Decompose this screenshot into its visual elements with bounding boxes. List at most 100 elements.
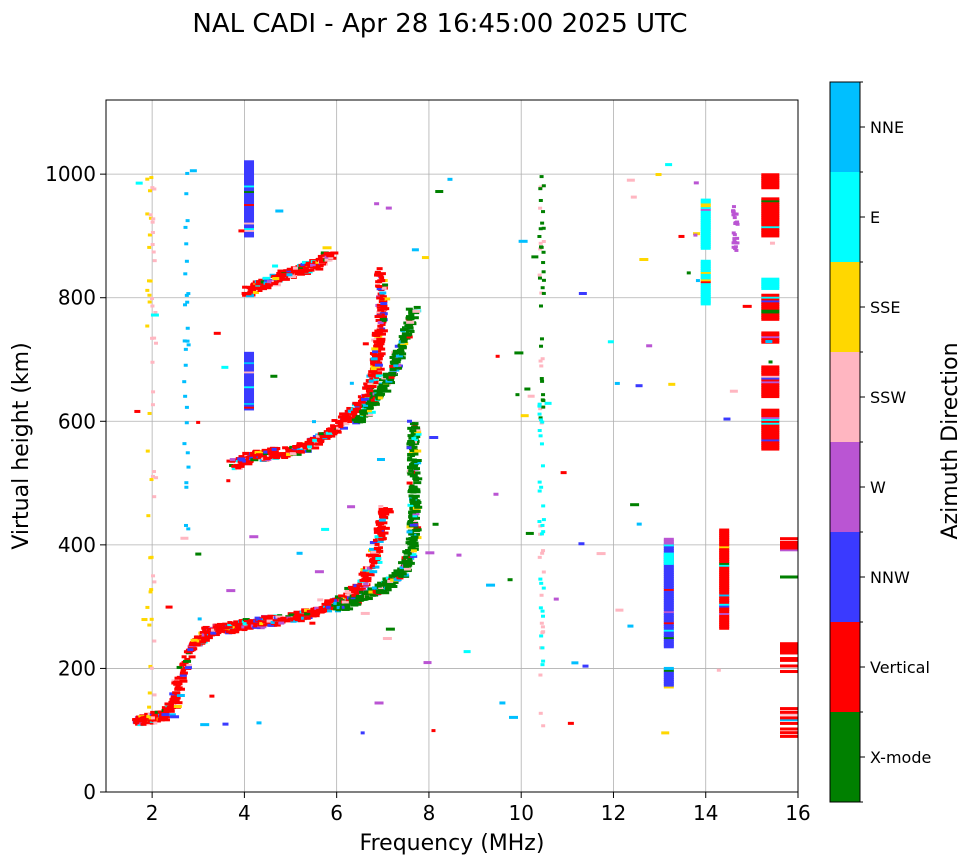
- column-mark: [663, 602, 674, 606]
- column-mark: [719, 606, 730, 610]
- echo-mark: [249, 535, 259, 539]
- column-mark: [663, 681, 674, 685]
- echo-mark: [408, 513, 416, 517]
- echo-mark: [732, 237, 737, 241]
- echo-mark: [541, 278, 546, 282]
- y-tick-label: 800: [58, 286, 96, 310]
- echo-mark: [538, 606, 543, 610]
- echo-mark: [181, 655, 187, 659]
- echo-mark: [262, 452, 270, 456]
- echo-mark: [404, 335, 413, 339]
- echo-mark: [360, 595, 366, 599]
- echo-mark: [387, 378, 394, 382]
- echo-mark: [531, 255, 539, 259]
- echo-mark: [157, 710, 163, 714]
- echo-mark: [301, 260, 309, 264]
- echo-mark: [242, 285, 248, 289]
- echo-mark: [388, 375, 395, 379]
- column-mark: [663, 547, 674, 551]
- column-mark: [700, 269, 711, 273]
- echo-mark: [184, 657, 191, 661]
- echo-mark: [410, 432, 416, 436]
- column-mark: [700, 202, 711, 206]
- echo-mark: [366, 406, 374, 410]
- echo-mark: [410, 553, 417, 557]
- echo-mark: [376, 267, 383, 271]
- echo-mark: [379, 329, 388, 333]
- echo-mark: [375, 357, 383, 361]
- column-mark: [700, 270, 711, 274]
- colorbar-frame: [829, 81, 861, 803]
- echo-mark: [538, 247, 543, 251]
- echo-mark: [371, 385, 377, 389]
- echo-mark: [272, 618, 280, 622]
- column-mark: [244, 188, 255, 192]
- column-mark: [663, 628, 674, 632]
- column-mark: [761, 314, 780, 318]
- echo-mark: [188, 655, 196, 659]
- echo-mark: [277, 269, 286, 273]
- column-mark: [700, 302, 711, 306]
- column-mark: [663, 573, 674, 577]
- echo-mark: [379, 513, 387, 517]
- echo-mark: [195, 552, 202, 556]
- column-mark: [663, 589, 674, 593]
- echo-mark: [377, 385, 384, 389]
- echo-mark: [158, 715, 167, 719]
- echo-mark: [385, 627, 395, 631]
- echo-mark: [298, 450, 305, 454]
- echo-mark: [366, 413, 374, 417]
- column-mark: [663, 537, 674, 541]
- column-mark: [761, 447, 780, 451]
- echo-mark: [630, 503, 640, 507]
- column-mark: [761, 425, 780, 429]
- echo-mark: [150, 716, 155, 720]
- echo-mark: [400, 339, 408, 343]
- colorbar-tick-label: W: [870, 478, 886, 497]
- echo-mark: [147, 233, 152, 237]
- column-mark: [700, 228, 711, 232]
- echo-mark: [150, 304, 155, 308]
- echo-mark: [538, 416, 543, 420]
- azimuth-colorbar: X-mode Vertical NNW W SSW SSE E NNE: [829, 81, 931, 803]
- echo-mark: [331, 419, 338, 423]
- echo-mark: [319, 605, 325, 609]
- echo-mark: [333, 601, 340, 605]
- column-mark: [700, 237, 711, 241]
- echo-mark: [357, 598, 364, 602]
- echo-mark: [388, 371, 397, 375]
- echo-mark: [236, 623, 243, 627]
- echo-mark: [410, 485, 418, 489]
- column-mark: [761, 408, 780, 412]
- column-mark: [719, 621, 730, 625]
- echo-mark: [184, 242, 189, 246]
- echo-mark: [149, 555, 154, 559]
- echo-mark: [238, 621, 245, 625]
- echo-mark: [292, 269, 301, 273]
- column-mark: [761, 208, 780, 212]
- echo-mark: [765, 340, 773, 344]
- column-mark: [719, 611, 730, 615]
- echo-mark: [541, 184, 546, 188]
- echo-mark: [278, 278, 284, 282]
- column-mark: [244, 405, 255, 409]
- echo-mark: [539, 291, 544, 295]
- echo-mark: [227, 622, 233, 626]
- echo-mark: [331, 432, 338, 436]
- column-mark: [761, 221, 780, 225]
- echo-mark: [537, 412, 542, 416]
- echo-mark: [541, 504, 546, 508]
- column-mark: [719, 543, 730, 547]
- column-mark: [780, 548, 798, 552]
- echo-mark: [149, 721, 155, 725]
- column-mark: [761, 412, 780, 416]
- column-mark: [244, 400, 255, 404]
- echo-mark: [164, 702, 170, 706]
- echo-mark: [222, 722, 229, 726]
- echo-mark: [362, 386, 371, 390]
- column-mark: [761, 440, 780, 444]
- column-mark: [780, 712, 798, 716]
- echo-mark: [250, 453, 259, 457]
- echo-mark: [288, 613, 297, 617]
- echo-mark: [412, 466, 418, 470]
